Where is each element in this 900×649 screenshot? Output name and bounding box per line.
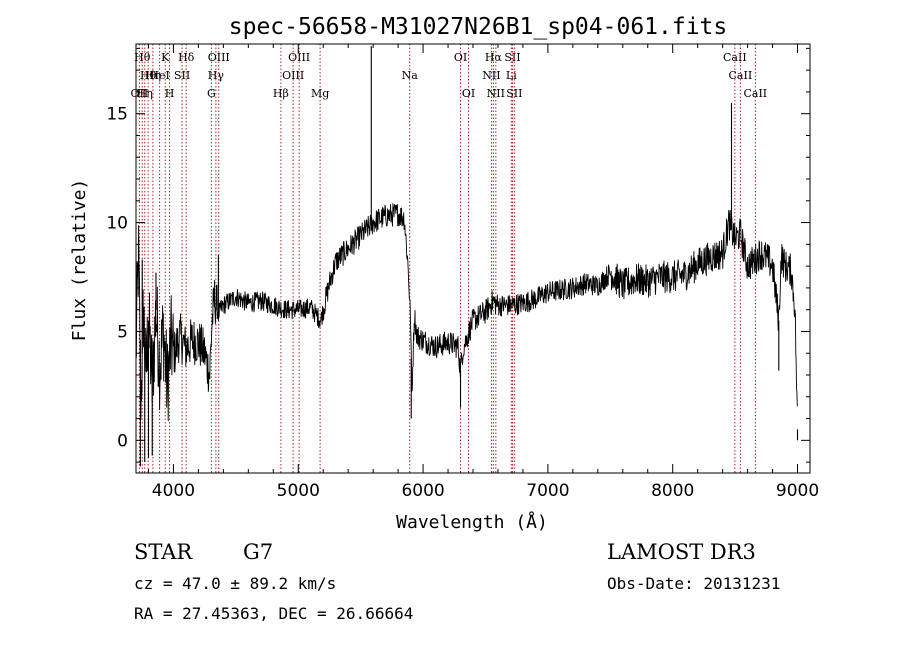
line-marker-layer: OIIHθHηHθHηHeIKHSIIHδGHγOIIIHβOIIIOIIIMg… <box>131 44 767 473</box>
line-marker-label: NII <box>482 69 500 82</box>
x-axis-label: Wavelength (Å) <box>396 511 548 533</box>
x-tick-label: 4000 <box>152 481 195 501</box>
y-tick-label: 5 <box>117 322 128 342</box>
y-tick-label: 15 <box>106 105 128 125</box>
line-marker-label: Hη <box>137 87 153 100</box>
x-tick-label: 5000 <box>277 481 320 501</box>
line-marker-label: HeI <box>149 69 169 82</box>
line-marker-label: OIII <box>282 69 304 82</box>
survey-name: LAMOST DR3 <box>607 540 756 564</box>
x-tick-label: 7000 <box>526 481 569 501</box>
y-tick-label: 10 <box>106 214 128 234</box>
x-tick-label: 8000 <box>651 481 694 501</box>
line-marker-label: K <box>161 51 170 64</box>
line-marker-label: Hγ <box>208 69 225 82</box>
line-marker-label: OII <box>131 87 149 100</box>
line-marker-label: Na <box>402 69 419 82</box>
line-marker-label: OI <box>462 87 475 100</box>
line-marker-label: Li <box>506 69 517 82</box>
x-tick-label: 9000 <box>776 481 819 501</box>
line-marker-label: OIII <box>208 51 230 64</box>
line-marker-label: Hθ <box>134 51 151 64</box>
line-marker-label: OIII <box>288 51 310 64</box>
observation-date: Obs-Date: 20131231 <box>607 574 780 593</box>
spectrum-line <box>135 203 798 422</box>
line-marker-label: SII <box>506 87 522 100</box>
spectrum-layer <box>135 46 799 467</box>
line-marker-label: SII <box>174 69 190 82</box>
line-marker-label: Mg <box>311 87 329 100</box>
object-class: STAR <box>134 540 193 564</box>
chart-title: spec-56658-M31027N26B1_sp04-061.fits <box>229 14 728 40</box>
line-marker-label: OI <box>454 51 467 64</box>
redshift-value: cz = 47.0 ± 89.2 km/s <box>134 574 336 593</box>
line-marker-label: Hη <box>145 69 161 82</box>
line-marker-label: NII <box>487 87 505 100</box>
line-marker-label: CaII <box>723 51 747 64</box>
line-marker-label: G <box>207 87 216 100</box>
object-subclass: G7 <box>243 540 273 564</box>
line-marker-label: H <box>165 87 175 100</box>
axis-ticks: 4000 5000 6000 7000 8000 9000 0 5 10 15 <box>106 44 819 501</box>
y-tick-label: 0 <box>117 431 128 451</box>
line-marker-label: Hα <box>485 51 503 64</box>
line-marker-label: SII <box>504 51 520 64</box>
coordinates: RA = 27.45363, DEC = 26.66664 <box>134 604 413 623</box>
line-marker-label: CaII <box>729 69 753 82</box>
line-marker-label: CaII <box>743 87 767 100</box>
y-axis-label: Flux (relative) <box>69 179 90 342</box>
line-marker-label: Hδ <box>178 51 195 64</box>
line-marker-label: Hβ <box>273 87 289 100</box>
x-tick-label: 6000 <box>401 481 444 501</box>
